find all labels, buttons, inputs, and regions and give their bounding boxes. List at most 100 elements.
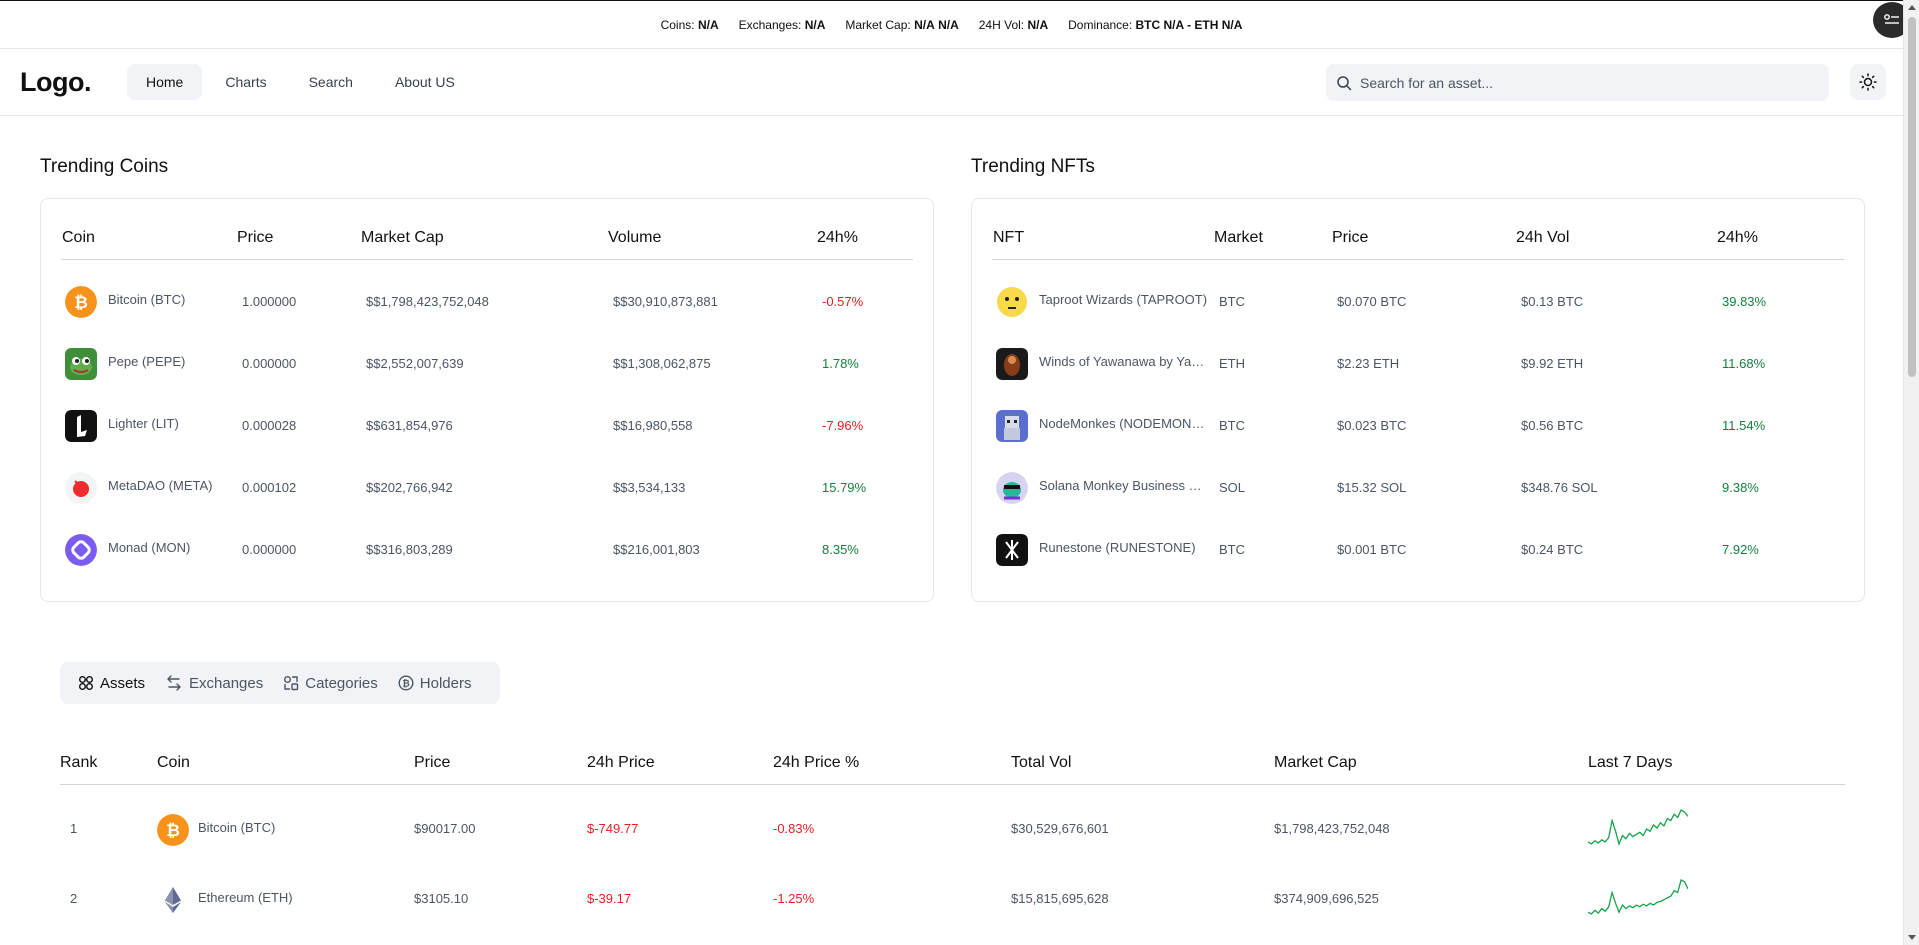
scroll-up-arrow-icon[interactable] <box>1908 5 1916 10</box>
asset-total-vol: $15,815,695,628 <box>1011 891 1109 906</box>
svg-text:₿: ₿ <box>402 679 409 689</box>
column-header: Last 7 Days <box>1588 754 1673 771</box>
nft-market: ETH <box>1219 356 1245 371</box>
asset-row[interactable]: 2 Ethereum (ETH) $3105.10 $-39.17 -1.25%… <box>60 875 1845 925</box>
nft-market: BTC <box>1219 294 1245 309</box>
nft-market: SOL <box>1219 480 1246 495</box>
bitcoin-logo-icon: ₿ <box>157 814 189 846</box>
winds-of-yawanawa-thumbnail-icon <box>996 348 1028 380</box>
nft-change: 11.54% <box>1722 418 1766 433</box>
tab-label: Holders <box>419 674 472 692</box>
ethereum-logo-icon <box>157 884 189 916</box>
nft-name: Solana Monkey Business Gen3 <box>1039 478 1211 493</box>
main-navigation: Logo. Home Charts Search About US <box>0 49 1903 116</box>
trending-nft-row[interactable]: Solana Monkey Business Gen3 SOL $15.32 S… <box>992 468 1844 508</box>
column-header: Rank <box>60 754 98 771</box>
tab-exchanges[interactable]: Exchanges <box>155 667 273 699</box>
nft-24h-vol: $0.56 BTC <box>1521 418 1584 433</box>
asset-search-box[interactable] <box>1326 64 1829 101</box>
nav-link-home[interactable]: Home <box>127 64 203 100</box>
nft-market: BTC <box>1219 542 1245 557</box>
nft-price: $15.32 SOL <box>1337 480 1407 495</box>
grid-icon <box>79 676 93 690</box>
nft-name: Taproot Wizards (TAPROOT) <box>1039 292 1208 307</box>
nft-24h-vol: $348.76 SOL <box>1521 480 1598 495</box>
column-header: Coin <box>62 229 95 246</box>
nav-link-about[interactable]: About US <box>394 74 455 90</box>
trending-coin-row[interactable]: Monad (MON) 0.000000 $$316,803,289 $$216… <box>61 530 913 570</box>
global-stats-bar: Coins: N/A Exchanges: N/A Market Cap: N/… <box>0 0 1903 49</box>
bitcoin-logo-icon: ₿ <box>65 286 97 318</box>
trending-nft-row[interactable]: Taproot Wizards (TAPROOT) BTC $0.070 BTC… <box>992 282 1844 322</box>
asset-24h-price: $-749.77 <box>587 821 639 836</box>
coin-price: 0.000028 <box>242 418 297 433</box>
asset-row[interactable]: 1 ₿ Bitcoin (BTC) $90017.00 $-749.77 -0.… <box>60 805 1845 855</box>
svg-text:₿: ₿ <box>166 821 180 840</box>
bitcoin-circle-icon: ₿ <box>398 675 414 691</box>
coin-name: Monad (MON) <box>108 540 191 555</box>
trending-coins-card: Coin Price Market Cap Volume 24h% ₿ Bitc… <box>40 198 934 602</box>
scroll-down-arrow-icon[interactable] <box>1908 935 1916 940</box>
coin-volume: $$3,534,133 <box>613 480 686 495</box>
nft-price: $0.001 BTC <box>1337 542 1407 557</box>
theme-toggle-button[interactable] <box>1850 64 1886 100</box>
coin-price: 1.000000 <box>242 294 297 309</box>
trending-coin-row[interactable]: MetaDAO (META) 0.000102 $$202,766,942 $$… <box>61 468 913 508</box>
column-header: Coin <box>157 754 190 771</box>
tab-categories[interactable]: Categories <box>273 667 388 699</box>
nav-link-charts[interactable]: Charts <box>225 74 267 90</box>
stat-24h-vol: 24H Vol: N/A <box>978 17 1049 32</box>
nft-change: 7.92% <box>1722 542 1759 557</box>
stat-market-cap: Market Cap: N/A N/A <box>845 17 959 32</box>
coin-market-cap: $$631,854,976 <box>366 418 453 433</box>
asset-name: Ethereum (ETH) <box>198 890 293 905</box>
coin-market-cap: $$316,803,289 <box>366 542 453 557</box>
coin-volume: $$1,308,062,875 <box>613 356 711 371</box>
asset-price: $3105.10 <box>414 891 469 906</box>
nft-change: 9.38% <box>1722 480 1759 495</box>
search-icon <box>1337 75 1352 90</box>
coin-price: 0.000000 <box>242 356 297 371</box>
tab-assets[interactable]: Assets <box>68 667 155 699</box>
asset-total-vol: $30,529,676,601 <box>1011 821 1109 836</box>
nft-24h-vol: $0.24 BTC <box>1521 542 1584 557</box>
coin-price: 0.000000 <box>242 542 297 557</box>
svg-text:₿: ₿ <box>74 293 88 312</box>
menu-toggle-icon <box>1884 14 1899 24</box>
sparkline-line <box>1588 879 1688 915</box>
trending-coin-row[interactable]: Pepe (PEPE) 0.000000 $$2,552,007,639 $$1… <box>61 344 913 384</box>
coin-volume: $$30,910,873,881 <box>613 294 718 309</box>
column-header: Total Vol <box>1011 754 1072 771</box>
nft-name: NodeMonkes (NODEMONKES) <box>1039 416 1211 431</box>
trending-coin-row[interactable]: Lighter (LIT) 0.000028 $$631,854,976 $$1… <box>61 406 913 446</box>
stat-coins: Coins: N/A <box>660 17 719 32</box>
trending-coin-row[interactable]: ₿ Bitcoin (BTC) 1.000000 $$1,798,423,752… <box>61 282 913 322</box>
trending-nft-row[interactable]: NodeMonkes (NODEMONKES) BTC $0.023 BTC $… <box>992 406 1844 446</box>
asset-market-cap: $1,798,423,752,048 <box>1274 821 1390 836</box>
coin-market-cap: $$202,766,942 <box>366 480 453 495</box>
nav-link-search[interactable]: Search <box>308 74 353 90</box>
coin-change: -0.57% <box>822 294 864 309</box>
assets-table-header: Rank Coin Price 24h Price 24h Price % To… <box>60 754 1845 785</box>
coin-change: -7.96% <box>822 418 864 433</box>
trending-nft-row[interactable]: Runestone (RUNESTONE) BTC $0.001 BTC $0.… <box>992 530 1844 570</box>
coin-name: Lighter (LIT) <box>108 416 179 431</box>
site-logo[interactable]: Logo. <box>20 67 91 97</box>
asset-24h-price-pct: -0.83% <box>773 821 815 836</box>
nft-24h-vol: $0.13 BTC <box>1521 294 1584 309</box>
nft-price: $0.023 BTC <box>1337 418 1407 433</box>
sparkline-line <box>1588 809 1688 847</box>
asset-search-input[interactable] <box>1360 74 1820 91</box>
scrollbar-thumb[interactable] <box>1908 17 1916 377</box>
column-header: 24h Price % <box>773 754 860 771</box>
tab-label: Categories <box>305 674 378 692</box>
trending-nft-row[interactable]: Winds of Yawanawa by Yawanawa ETH $2.23 … <box>992 344 1844 384</box>
asset-24h-price-pct: -1.25% <box>773 891 815 906</box>
coin-change: 1.78% <box>822 356 859 371</box>
lighter-logo-icon <box>65 410 97 442</box>
page-scrollbar[interactable] <box>1903 0 1919 945</box>
stat-exchanges: Exchanges: N/A <box>738 17 826 32</box>
tab-label: Exchanges <box>189 674 264 692</box>
tab-holders[interactable]: ₿ Holders <box>388 667 482 699</box>
column-header: Price <box>414 754 451 771</box>
